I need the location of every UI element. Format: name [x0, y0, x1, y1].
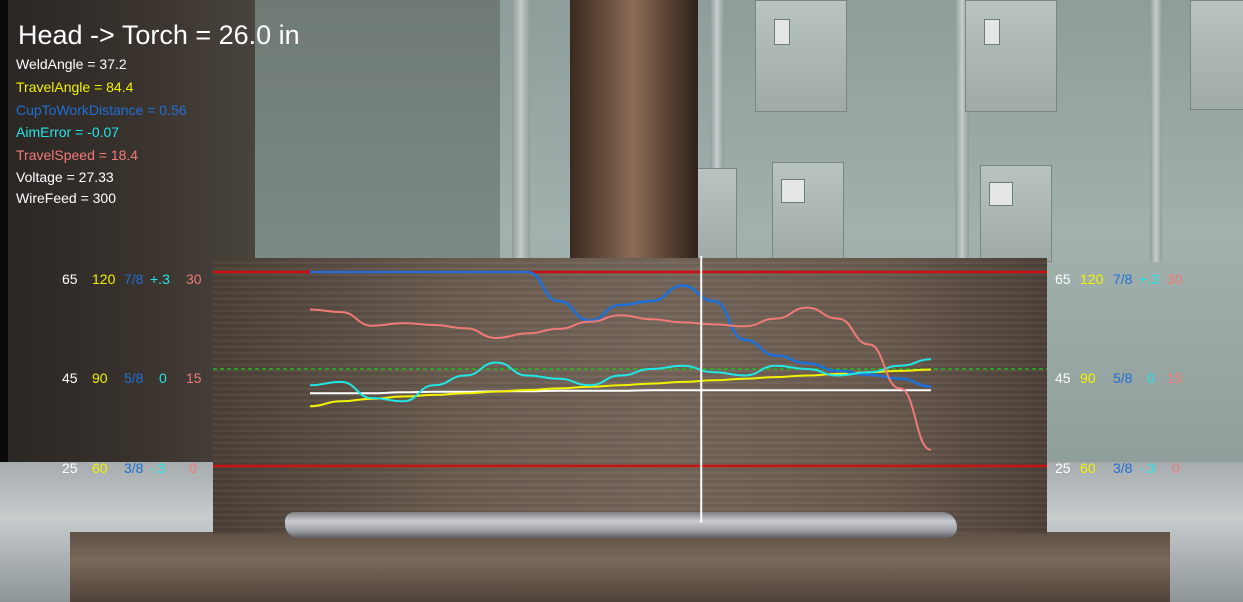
- scale-label: 3/8: [124, 460, 144, 476]
- cup-to-work-distance-readout: CupToWorkDistance = 0.56: [16, 102, 187, 118]
- background-switch: [989, 182, 1013, 206]
- voltage-readout: Voltage = 27.33: [16, 169, 114, 185]
- background-disconnect-box: [695, 168, 737, 262]
- background-wall-left: [0, 0, 255, 470]
- background-panel-box: [1190, 0, 1243, 110]
- series-line-aim-error: [309, 358, 932, 403]
- scale-label: 30: [1167, 271, 1183, 287]
- scale-label: 65: [1055, 271, 1071, 287]
- scale-label: 90: [1080, 370, 1096, 386]
- head-to-torch-distance: Head -> Torch = 26.0 in: [18, 20, 300, 50]
- wire-feed-readout: WireFeed = 300: [16, 190, 116, 206]
- scale-label: 25: [62, 460, 78, 476]
- scale-label: +.3: [1139, 271, 1159, 287]
- scale-label: -.3: [149, 460, 166, 476]
- scale-label: 60: [1080, 460, 1096, 476]
- weld-angle-readout: WeldAngle = 37.2: [16, 56, 127, 72]
- background-panel-box: [755, 0, 847, 112]
- scale-label: 25: [1055, 460, 1071, 476]
- series-line-cup-to-work: [310, 270, 932, 388]
- scale-label: 45: [1055, 370, 1071, 386]
- weld-bead: [285, 512, 957, 538]
- background-wood-pillar: [570, 0, 698, 262]
- background-switch: [774, 19, 790, 45]
- scale-label: 15: [1167, 370, 1183, 386]
- background-panel-box: [965, 0, 1057, 112]
- background-disconnect-box: [772, 162, 844, 262]
- scale-label: 7/8: [1113, 271, 1133, 287]
- scale-label: 90: [92, 370, 108, 386]
- scale-label: 0: [1147, 370, 1155, 386]
- travel-angle-readout: TravelAngle = 84.4: [16, 79, 134, 95]
- scale-label: 120: [92, 271, 116, 287]
- scale-label: 0: [159, 370, 167, 386]
- scale-label: 30: [186, 271, 202, 287]
- scale-label: 65: [62, 271, 78, 287]
- series-line-travel-speed: [309, 306, 932, 451]
- background-switch: [781, 179, 805, 203]
- scale-label: 45: [62, 370, 78, 386]
- scale-label: 0: [1172, 460, 1180, 476]
- scale-label: 60: [92, 460, 108, 476]
- series-layer: [309, 270, 932, 451]
- aim-error-readout: AimError = -0.07: [16, 124, 120, 140]
- scale-label: 0: [189, 460, 197, 476]
- scale-label: +.3: [150, 271, 170, 287]
- background-edge: [0, 0, 8, 602]
- scale-label: 120: [1080, 271, 1104, 287]
- background-switch: [984, 19, 1000, 45]
- travel-speed-readout: TravelSpeed = 18.4: [16, 147, 139, 163]
- background-disconnect-box: [980, 165, 1052, 262]
- scale-label: -.3: [1139, 460, 1156, 476]
- scale-label: 5/8: [1113, 370, 1133, 386]
- background-conduit: [1150, 0, 1162, 262]
- scale-label: 7/8: [124, 271, 144, 287]
- scale-label: 3/8: [1113, 460, 1133, 476]
- series-line-weld-angle: [310, 389, 932, 395]
- scale-label: 15: [186, 370, 202, 386]
- background-conduit: [512, 0, 530, 262]
- weld-table: [70, 532, 1170, 602]
- scale-label: 5/8: [124, 370, 144, 386]
